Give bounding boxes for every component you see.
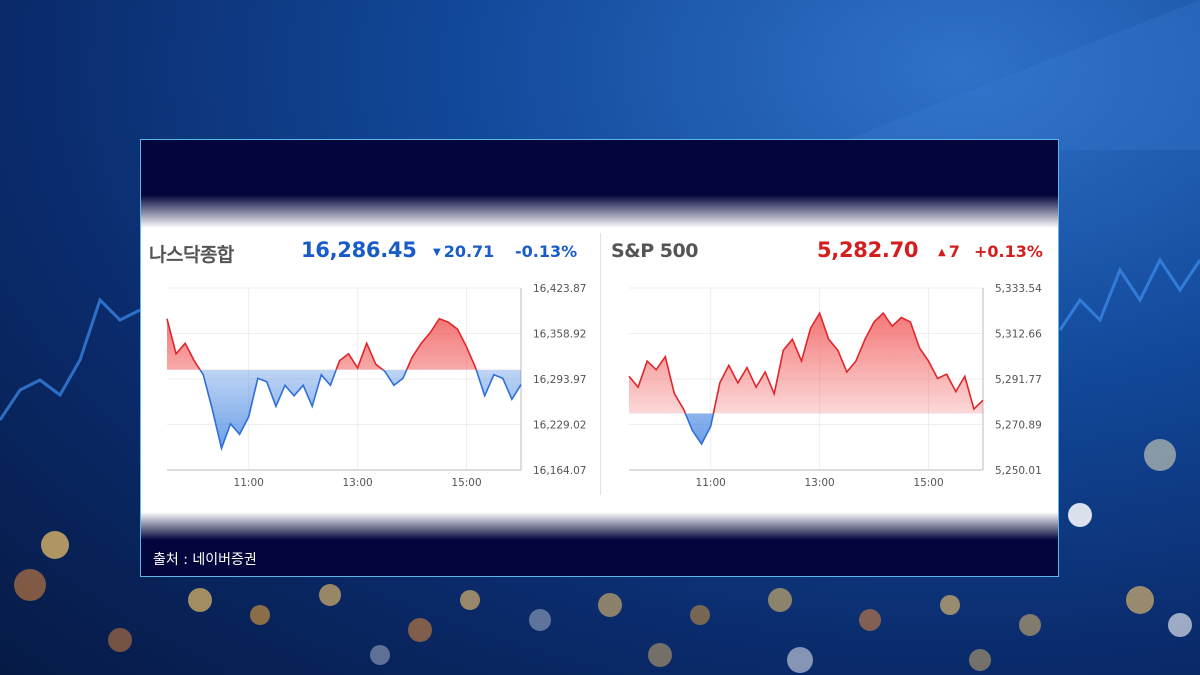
index-change: ▲ 7 [938, 242, 960, 261]
y-tick-label: 5,270.89 [995, 420, 1042, 432]
x-tick-label: 13:00 [342, 477, 372, 489]
nasdaq-chart: 16,423.87 16,358.92 16,293.97 16,229.02 16,1… [166, 283, 586, 489]
y-tick-label: 5,291.77 [995, 374, 1042, 386]
index-change-pct: -0.13% [515, 242, 578, 261]
market-card: 나스닥종합 16,286.45 ▼ 20.71 -0.13% 16,423.87 1… [140, 139, 1059, 577]
index-change: ▼ 20.71 [433, 242, 494, 261]
y-tick-label: 5,250.01 [995, 465, 1042, 477]
x-tick-label: 15:00 [913, 477, 943, 489]
x-tick-label: 11:00 [696, 477, 726, 489]
series-line-down [684, 413, 715, 446]
sp500-header: S&P 500 5,282.70 ▲ 7 +0.13% [611, 234, 1051, 266]
y-tick-label: 16,293.97 [533, 374, 586, 386]
y-tick-label: 16,358.92 [533, 329, 586, 341]
sp500-chart: 5,333.54 5,312.66 5,291.77 5,270.89 5,250.01… [628, 283, 1042, 489]
area-below-prev-close [685, 413, 714, 444]
up-triangle-icon: ▲ [938, 247, 946, 258]
y-tick-label: 16,229.02 [533, 420, 586, 432]
y-tick-label: 16,164.07 [533, 465, 586, 477]
index-name: S&P 500 [611, 240, 698, 262]
x-tick-label: 15:00 [451, 477, 481, 489]
y-tick-label: 16,423.87 [533, 283, 586, 295]
index-price: 5,282.70 [817, 238, 919, 262]
nasdaq-panel: 나스닥종합 16,286.45 ▼ 20.71 -0.13% 16,423.87 1… [149, 234, 595, 504]
change-value: 7 [948, 242, 960, 261]
nasdaq-header: 나스닥종합 16,286.45 ▼ 20.71 -0.13% [149, 234, 589, 266]
area-above-prev-close [629, 313, 983, 414]
y-tick-label: 5,333.54 [995, 283, 1042, 295]
x-tick-label: 13:00 [804, 477, 834, 489]
x-tick-label: 11:00 [234, 477, 264, 489]
down-triangle-icon: ▼ [433, 247, 441, 258]
sp500-panel: S&P 500 5,282.70 ▲ 7 +0.13% 5,333.54 5,312… [611, 234, 1057, 504]
series-line-down [199, 369, 522, 452]
index-change-pct: +0.13% [974, 242, 1043, 261]
area-below-prev-close [167, 369, 521, 449]
series-line-up [166, 317, 478, 370]
panel-divider [600, 233, 601, 495]
index-price: 16,286.45 [301, 238, 417, 262]
y-tick-label: 5,312.66 [995, 329, 1042, 341]
area-above-prev-close [167, 318, 477, 370]
series-line-up [628, 311, 984, 414]
index-name: 나스닥종합 [149, 244, 234, 266]
change-value: 20.71 [443, 242, 495, 261]
source-caption: 출처 : 네이버증권 [153, 552, 257, 568]
